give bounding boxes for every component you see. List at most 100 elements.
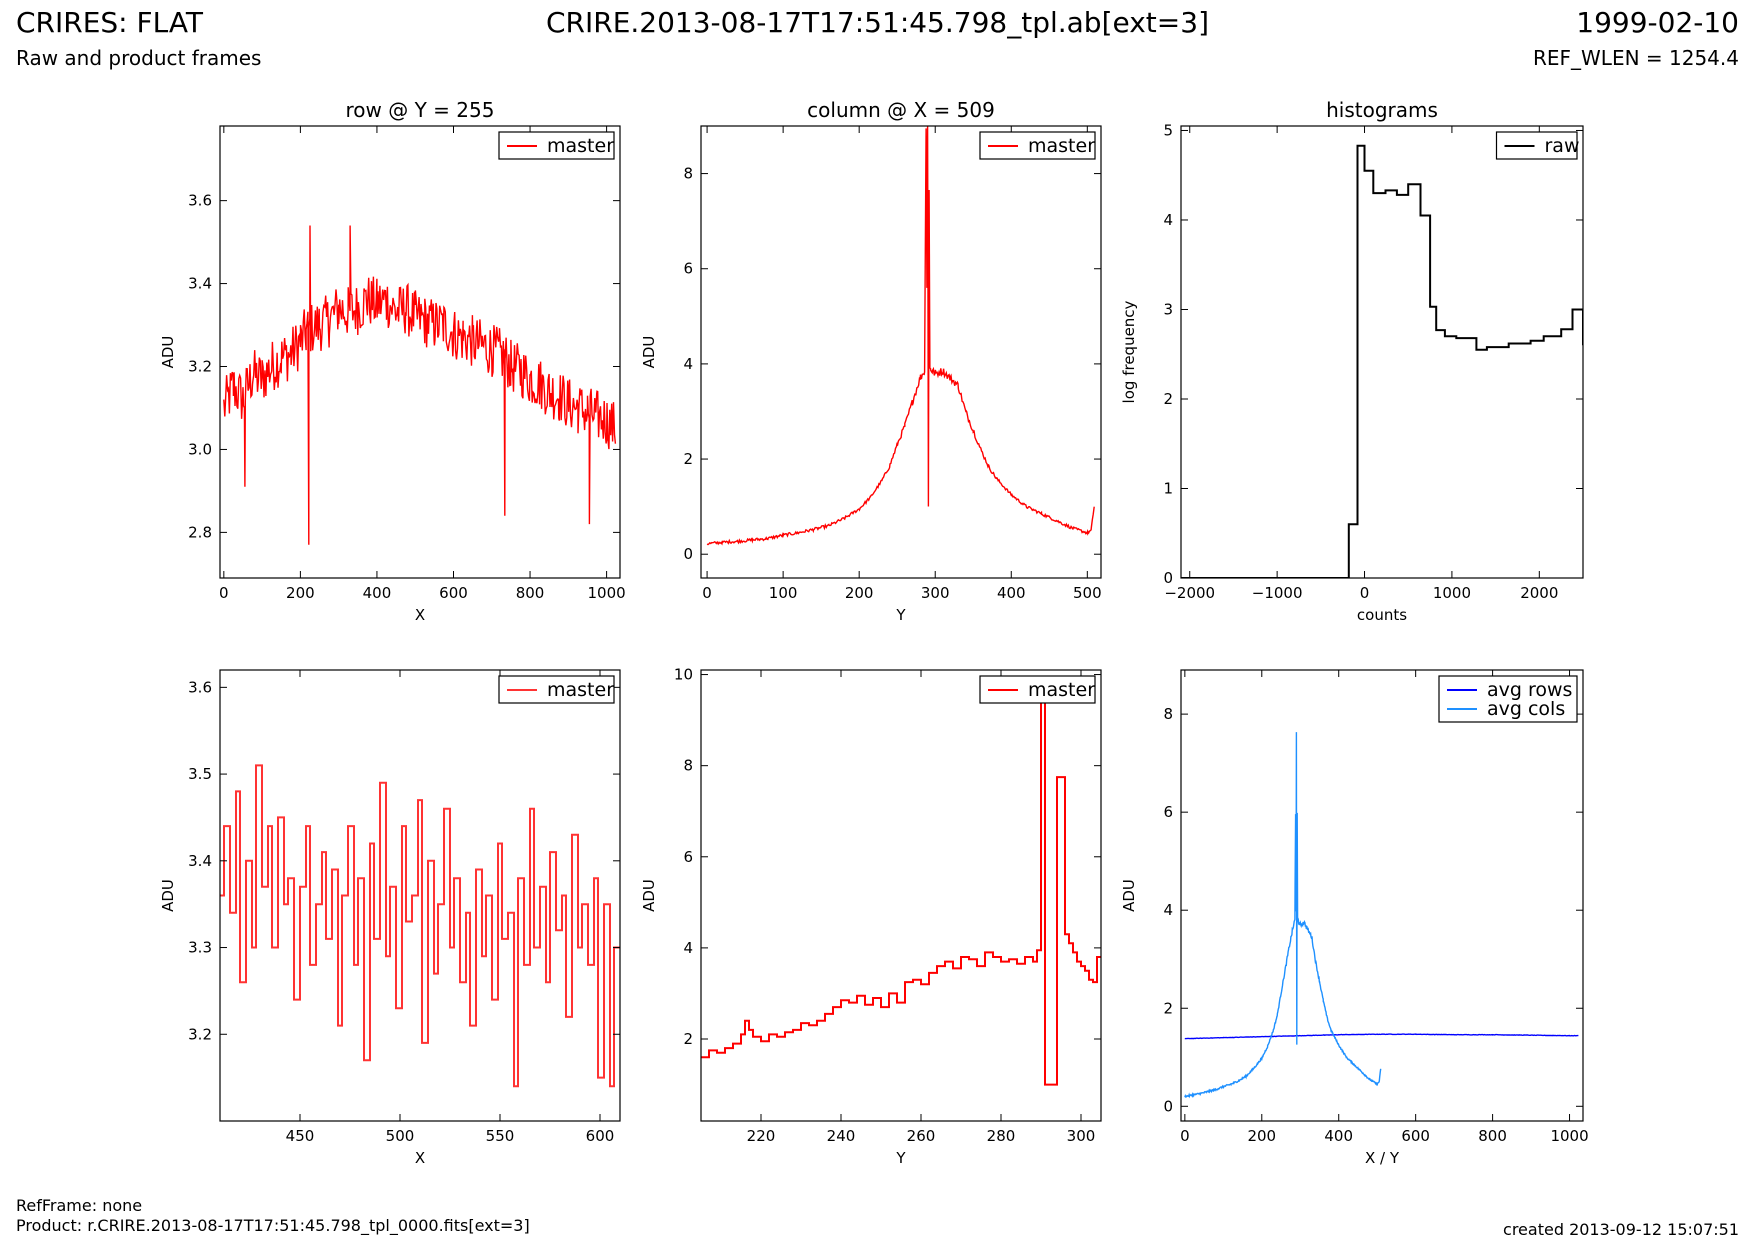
legend: master (498, 131, 615, 160)
y-tick-label: 2.8 (188, 523, 212, 541)
series-line-master (223, 225, 617, 545)
y-tick-label: 6 (683, 848, 693, 866)
x-tick-label: 500 (386, 1127, 415, 1145)
y-tick-label: 3.2 (188, 358, 212, 376)
y-tick-label: 4 (1163, 211, 1173, 229)
x-tick-label: 0 (1360, 584, 1370, 602)
x-tick-label: 400 (363, 584, 392, 602)
x-tick-label: 220 (747, 1127, 776, 1145)
y-axis-label: ADU (159, 336, 177, 369)
y-tick-label: 4 (683, 939, 693, 957)
y-tick-label: 8 (683, 165, 693, 183)
x-tick-label: 300 (921, 584, 950, 602)
x-axis-label: Y (895, 606, 906, 624)
legend-label: master (1028, 135, 1095, 157)
series-line-raw (1181, 144, 1583, 578)
x-tick-label: 200 (1247, 1127, 1276, 1145)
chart-title: column @ X = 509 (807, 98, 995, 122)
x-tick-label: 0 (219, 584, 229, 602)
legend: master (498, 675, 615, 704)
chart-row: 0 200 400 600 800 1000 2.8 3.0 3.2 3.4 3.6 row @ Y … (159, 98, 626, 624)
y-tick-label: 8 (1163, 705, 1173, 723)
x-tick-label: 600 (439, 584, 468, 602)
chart-row-zoom: 450 500 550 600 3.2 3.3 3.4 3.5 3.6 X ADU master (159, 669, 621, 1167)
x-axis-label: counts (1357, 606, 1407, 624)
plot-frame (219, 125, 621, 579)
x-tick-label: 500 (1073, 584, 1102, 602)
plot-frame (700, 125, 1102, 579)
chart-averages: 0 200 400 600 800 1000 0 2 4 6 8 X / Y ADU avg rowsav… (1120, 669, 1589, 1167)
x-tick-label: 800 (1478, 1127, 1507, 1145)
ref-frame-label: RefFrame: none (16, 1196, 143, 1215)
y-tick-label: 3.0 (188, 440, 212, 458)
plot-frame (1180, 669, 1584, 1122)
x-tick-label: 0 (702, 584, 712, 602)
series-line-avg-rows (1184, 1033, 1579, 1040)
y-tick-label: 2 (683, 1030, 693, 1048)
y-tick-label: 3.3 (188, 939, 212, 957)
product-label: Product: r.CRIRE.2013-08-17T17:51:45.798… (16, 1216, 530, 1235)
page-title: CRIRES: FLAT (16, 6, 203, 39)
y-axis-label: ADU (640, 336, 658, 369)
y-tick-label: 3.2 (188, 1025, 212, 1043)
y-tick-label: 3 (1163, 300, 1173, 318)
y-tick-label: 2 (1163, 390, 1173, 408)
legend-label: avg rows (1487, 679, 1572, 701)
x-tick-label: 1000 (1550, 1127, 1588, 1145)
y-tick-label: 1 (1163, 479, 1173, 497)
y-tick-label: 2 (1163, 999, 1173, 1017)
x-axis-label: X (415, 606, 425, 624)
y-tick-label: 3.4 (188, 852, 212, 870)
y-tick-label: 8 (683, 757, 693, 775)
y-tick-label: 3.5 (188, 765, 212, 783)
file-title: CRIRE.2013-08-17T17:51:45.798_tpl.ab[ext… (545, 6, 1209, 39)
x-tick-label: 450 (286, 1127, 315, 1145)
series-line-master (701, 698, 1101, 1086)
x-tick-label: 300 (1067, 1127, 1096, 1145)
y-tick-label: 0 (1163, 569, 1173, 587)
y-tick-label: 6 (683, 260, 693, 278)
plot-frame (700, 669, 1102, 1122)
series-line-avg-cols (1184, 732, 1382, 1099)
y-axis-label: log frequency (1120, 300, 1138, 403)
x-tick-label: 0 (1180, 1127, 1190, 1145)
page-subtitle: Raw and product frames (16, 46, 262, 70)
x-tick-label: 2000 (1520, 584, 1558, 602)
x-tick-label: 200 (845, 584, 874, 602)
y-tick-label: 2 (683, 450, 693, 468)
x-tick-label: 400 (997, 584, 1026, 602)
y-tick-label: 5 (1163, 121, 1173, 139)
x-tick-label: 280 (987, 1127, 1016, 1145)
legend-label: master (1028, 679, 1095, 701)
y-axis-label: ADU (640, 879, 658, 912)
x-axis-label: X / Y (1365, 1149, 1400, 1167)
legend-label: avg cols (1487, 698, 1565, 720)
x-tick-label: 400 (1324, 1127, 1353, 1145)
series-line-master (706, 126, 1095, 546)
created-label: created 2013-09-12 15:07:51 (1503, 1220, 1739, 1239)
y-tick-label: 0 (1163, 1097, 1173, 1115)
y-tick-label: 4 (683, 355, 693, 373)
legend: raw (1495, 131, 1580, 160)
x-tick-label: 550 (486, 1127, 515, 1145)
date-label: 1999-02-10 (1576, 6, 1739, 39)
legend-label: raw (1545, 135, 1580, 157)
legend-box (1438, 675, 1578, 723)
x-tick-label: 600 (586, 1127, 615, 1145)
y-tick-label: 6 (1163, 803, 1173, 821)
legend-label: master (547, 135, 614, 157)
plot-frame (1180, 125, 1584, 579)
plot-frame (219, 669, 621, 1122)
y-tick-label: 4 (1163, 901, 1173, 919)
y-tick-label: 10 (674, 666, 693, 684)
x-tick-label: −2000 (1164, 584, 1215, 602)
chart-histogram: −2000 −1000 0 1000 2000 0 1 2 3 4 5 histograms count… (1120, 98, 1584, 624)
chart-column: 0 100 200 300 400 500 0 2 4 6 8 column @ X = 509 Y AD… (640, 98, 1102, 624)
y-tick-label: 3.6 (188, 192, 212, 210)
x-tick-label: 600 (1401, 1127, 1430, 1145)
legend: master (979, 675, 1096, 704)
y-tick-label: 3.6 (188, 678, 212, 696)
y-axis-label: ADU (1120, 879, 1138, 912)
